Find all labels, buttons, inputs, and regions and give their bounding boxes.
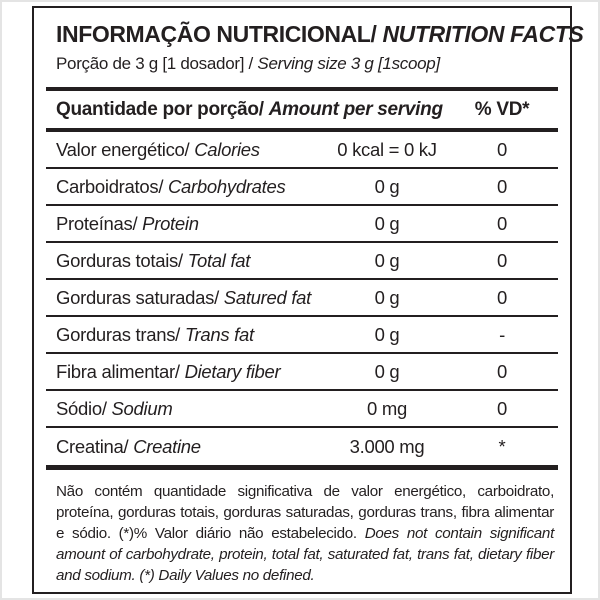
- nutrient-dv: 0: [497, 212, 507, 234]
- nutrient-name: Proteínas/ Protein: [46, 213, 312, 235]
- nutrient-dv: 0: [497, 397, 507, 419]
- table-row: Fibra alimentar/ Dietary fiber 0 g 0: [46, 354, 558, 391]
- table-row: Carboidratos/ Carbohydrates 0 g 0: [46, 169, 558, 206]
- nutrient-name: Gorduras saturadas/ Satured fat: [46, 287, 312, 309]
- footnote-en: Does not contain significant amount of c…: [56, 525, 554, 584]
- nutrient-name-en: Trans fat: [184, 323, 254, 345]
- nutrient-name-pt: Gorduras totais/: [56, 249, 183, 271]
- nutrient-name-pt: Creatina/: [56, 435, 129, 457]
- nutrient-dv: 0: [497, 175, 507, 197]
- nutrient-amount: 0 g: [374, 360, 400, 382]
- nutrient-amount: 0 g: [374, 323, 400, 345]
- nutrient-amount: 3.000 mg: [349, 435, 425, 457]
- nutrient-name-en: Creatine: [133, 435, 201, 457]
- footnote: Não contém quantidade significativa de v…: [46, 481, 558, 586]
- nutrient-dv: 0: [497, 249, 507, 271]
- nutrient-name-pt: Gorduras saturadas/: [56, 286, 219, 308]
- nutrient-amount: 0 g: [374, 212, 400, 234]
- table-row: Proteínas/ Protein 0 g 0: [46, 206, 558, 243]
- table-header-amount-pt: Quantidade por porção/: [56, 99, 264, 120]
- nutrient-amount: 0 g: [374, 175, 400, 197]
- nutrient-dv: *: [498, 435, 506, 457]
- nutrient-dv: 0: [497, 286, 507, 308]
- nutrient-name: Sódio/ Sodium: [46, 398, 312, 420]
- nutrient-name-en: Protein: [142, 212, 199, 234]
- nutrient-name-pt: Gorduras trans/: [56, 323, 181, 345]
- nutrient-name: Gorduras trans/ Trans fat: [46, 324, 312, 346]
- nutrient-name-pt: Fibra alimentar/: [56, 360, 180, 382]
- nutrient-name-en: Carbohydrates: [168, 175, 286, 197]
- nutrient-amount: 0 mg: [367, 397, 407, 419]
- nutrient-amount: 0 g: [374, 249, 400, 271]
- nutrient-name-pt: Carboidratos/: [56, 175, 164, 197]
- nutrient-name-en: Satured fat: [223, 286, 312, 308]
- table-row: Gorduras saturadas/ Satured fat 0 g 0: [46, 280, 558, 317]
- nutrient-name-pt: Proteínas/: [56, 212, 138, 234]
- table-row: Valor energético/ Calories 0 kcal = 0 kJ…: [46, 132, 558, 169]
- nutrient-name: Valor energético/ Calories: [46, 139, 312, 161]
- table-header: Quantidade por porção/ Amount per servin…: [46, 91, 558, 132]
- table-header-dv: % VD*: [474, 99, 530, 120]
- nutrient-name-pt: Valor energético/: [56, 138, 190, 160]
- label-title-en: NUTRITION FACTS: [382, 21, 584, 47]
- label-title-pt: INFORMAÇÃO NUTRICIONAL/: [56, 21, 377, 47]
- nutrient-name-en: Sodium: [111, 397, 173, 419]
- table-row: Sódio/ Sodium 0 mg 0: [46, 391, 558, 428]
- label-title: INFORMAÇÃO NUTRICIONAL/ NUTRITION FACTS: [46, 21, 584, 48]
- table-row: Creatina/ Creatine 3.000 mg *: [46, 428, 558, 465]
- nutrient-dv: 0: [497, 138, 507, 160]
- nutrient-name: Gorduras totais/ Total fat: [46, 250, 312, 272]
- nutrient-dv: -: [499, 323, 505, 345]
- nutrient-name-en: Total fat: [187, 249, 251, 271]
- footnote-pt: Não contém quantidade significativa de v…: [56, 483, 554, 542]
- serving-size-line: Porção de 3 g [1 dosador] / Serving size…: [46, 54, 558, 74]
- serving-size-en: Serving size 3 g [1scoop]: [257, 54, 440, 73]
- divider-thick-top: [46, 87, 558, 91]
- nutrition-label-frame: INFORMAÇÃO NUTRICIONAL/ NUTRITION FACTS …: [32, 6, 584, 594]
- nutrient-name: Carboidratos/ Carbohydrates: [46, 176, 312, 198]
- nutrient-name-pt: Sódio/: [56, 397, 107, 419]
- nutrient-name-en: Calories: [194, 138, 260, 160]
- table-row: Gorduras totais/ Total fat 0 g 0: [46, 243, 558, 280]
- nutrient-name-en: Dietary fiber: [184, 360, 281, 382]
- nutrient-amount: 0 kcal = 0 kJ: [337, 138, 437, 160]
- serving-size-pt: Porção de 3 g [1 dosador] /: [56, 54, 253, 73]
- nutrient-name: Creatina/ Creatine: [46, 436, 312, 458]
- nutrient-name: Fibra alimentar/ Dietary fiber: [46, 361, 312, 383]
- nutrition-table: Valor energético/ Calories 0 kcal = 0 kJ…: [46, 132, 558, 470]
- table-header-amount-en: Amount per serving: [268, 99, 443, 120]
- table-header-amount: Quantidade por porção/ Amount per servin…: [46, 99, 462, 121]
- nutrient-dv: 0: [497, 360, 507, 382]
- nutrient-amount: 0 g: [374, 286, 400, 308]
- table-row: Gorduras trans/ Trans fat 0 g -: [46, 317, 558, 354]
